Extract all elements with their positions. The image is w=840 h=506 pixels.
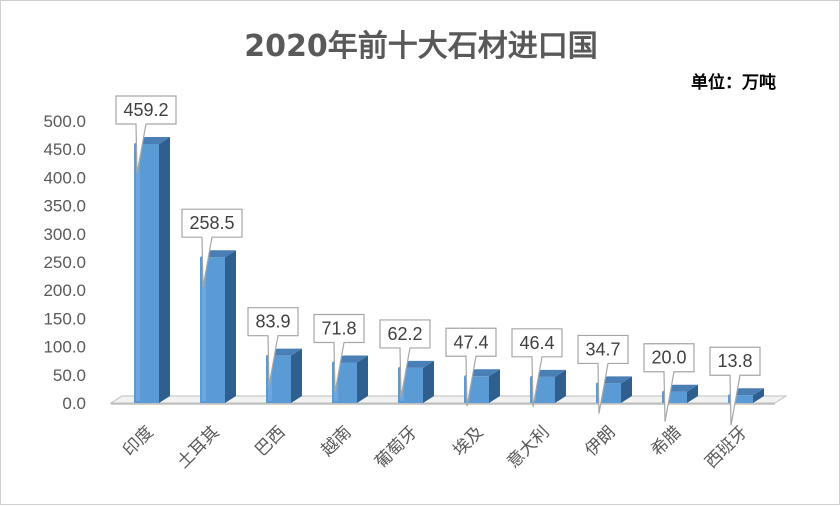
data-label-callout: 62.2 [379,319,431,399]
bar-side [621,376,632,403]
y-tick-label: 0.0 [62,394,86,413]
y-axis-ticks: 0.0 50.0 100.0 150.0 200.0 250.0 300.0 350.0 400… [43,112,86,413]
chart-title: 2020年前十大石材进口国 [244,29,598,64]
callout-box [379,319,431,399]
x-tick-label: 越南 [317,422,355,460]
y-tick-label: 250.0 [43,253,86,272]
data-label: 34.7 [585,339,620,359]
data-label: 13.8 [717,351,752,371]
data-label: 459.2 [123,100,168,120]
callout-box [511,328,563,407]
data-label-callout: 34.7 [577,334,629,414]
bar-side [687,384,698,403]
y-tick-label: 300.0 [43,225,86,244]
callout-box [643,343,695,422]
y-tick-label: 50.0 [53,366,86,385]
data-label-callout: 13.8 [709,346,761,426]
bar-front [728,395,753,403]
bar [134,137,170,403]
unit-label: 单位：万吨 [691,72,776,93]
data-label-callout: 20.0 [643,343,695,422]
x-tick-label: 意大利 [503,422,553,472]
callout-box [247,307,299,386]
data-label-callout: 83.9 [247,307,299,386]
callout-box [115,95,177,175]
bar-highlight [202,259,206,401]
bar-front [662,391,687,403]
bar-side [291,348,302,403]
bar-side [357,355,368,403]
bar-side [753,388,764,403]
callout-box [445,327,497,407]
data-label: 71.8 [321,319,356,339]
data-label-callout: 46.4 [511,328,563,407]
data-label: 46.4 [519,333,554,353]
y-tick-label: 150.0 [43,309,86,328]
data-label: 83.9 [255,312,290,332]
x-tick-label: 西班牙 [701,422,751,472]
x-tick-label: 葡萄牙 [371,422,421,472]
data-label-callout: 258.5 [181,208,243,288]
callout-box [577,334,629,414]
data-label: 20.0 [651,348,686,368]
data-label-callout: 71.8 [313,313,365,393]
callout-box [181,208,243,288]
x-axis-categories: 印度 土耳其 巴西 越南 葡萄牙 埃及 意大利 伊朗 希腊 西班牙 [119,422,751,472]
data-label: 258.5 [189,213,234,233]
bar-side [423,360,434,403]
x-tick-label: 伊朗 [581,422,619,460]
callout-box [709,346,761,426]
y-tick-label: 500.0 [43,112,86,131]
callout-box [313,313,365,393]
y-tick-label: 450.0 [43,140,86,159]
x-tick-label: 埃及 [449,422,487,460]
data-labels: 459.2 258.5 83.9 71.8 62.2 47.4 46.4 34.7 20.0 13… [115,95,761,426]
x-tick-label: 巴西 [251,422,289,460]
y-tick-label: 100.0 [43,338,86,357]
bar [200,250,236,403]
data-label: 47.4 [453,332,488,352]
bar-side [489,369,500,403]
y-tick-label: 200.0 [43,281,86,300]
bar-side [159,137,170,403]
x-tick-label: 印度 [119,422,157,460]
y-tick-label: 350.0 [43,197,86,216]
bar-highlight [136,146,140,401]
data-label-callout: 47.4 [445,327,497,407]
x-tick-label: 希腊 [647,422,685,460]
y-tick-label: 400.0 [43,168,86,187]
x-tick-label: 土耳其 [173,422,223,472]
bar-side [225,250,236,403]
data-label: 62.2 [387,324,422,344]
bar-side [555,369,566,403]
data-label-callout: 459.2 [115,95,177,175]
